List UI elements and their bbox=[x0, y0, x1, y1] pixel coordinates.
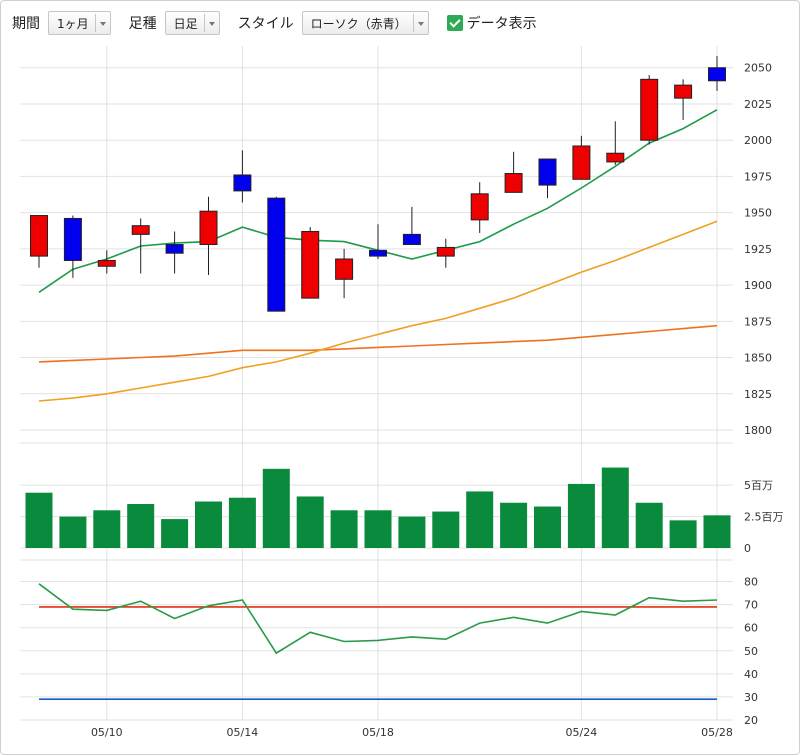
x-tick-label: 05/14 bbox=[227, 726, 259, 739]
price-y-tick-label: 1950 bbox=[744, 207, 772, 220]
candle-up bbox=[640, 78, 659, 141]
price-y-tick-label: 2000 bbox=[744, 134, 772, 147]
axis-labels: 1800 1825 1850 1875 1900 1925 1950 1975 2000 2025… bbox=[91, 62, 784, 739]
candle-down bbox=[165, 244, 184, 254]
volume-bar bbox=[296, 496, 324, 548]
ma-mid-line bbox=[38, 220, 718, 402]
volume-bar bbox=[635, 502, 663, 548]
volume-bar bbox=[534, 506, 561, 548]
candle-up bbox=[97, 259, 116, 267]
oscillator-y-tick-label: 40 bbox=[744, 668, 758, 681]
candle-up bbox=[436, 246, 455, 257]
volume-bar bbox=[330, 510, 358, 548]
volume-bar bbox=[432, 511, 460, 548]
price-y-tick-label: 1800 bbox=[744, 424, 772, 437]
candle-up bbox=[572, 145, 591, 180]
volume-bar bbox=[262, 468, 290, 548]
data-display-toggle[interactable]: データ表示 bbox=[446, 13, 537, 33]
foot-select[interactable]: 日足 bbox=[164, 11, 220, 35]
candle-down bbox=[708, 67, 726, 82]
volume-bar bbox=[161, 519, 189, 548]
price-y-tick-label: 1900 bbox=[744, 279, 772, 292]
volume-bar bbox=[703, 515, 731, 548]
chart-toolbar: 期間 1ヶ月 足種 日足 スタイル ローソク（赤青） データ表示 bbox=[12, 10, 537, 36]
oscillator-y-tick-label: 80 bbox=[744, 576, 758, 589]
price-panel bbox=[30, 56, 726, 402]
style-select[interactable]: ローソク（赤青） bbox=[301, 11, 429, 35]
volume-bar bbox=[93, 510, 121, 548]
volume-bar bbox=[228, 497, 256, 548]
candle-up bbox=[504, 173, 523, 193]
chevron-down-icon bbox=[203, 14, 219, 32]
oscillator-panel bbox=[38, 583, 718, 701]
style-select-value: ローソク（赤青） bbox=[310, 16, 407, 31]
volume-bar bbox=[601, 467, 629, 548]
volume-bar bbox=[500, 502, 528, 548]
period-select[interactable]: 1ヶ月 bbox=[48, 11, 111, 35]
candle-up bbox=[674, 84, 693, 99]
x-tick-label: 05/10 bbox=[91, 726, 123, 739]
period-label: 期間 bbox=[12, 16, 40, 32]
volume-bar bbox=[398, 516, 426, 548]
data-display-label: データ表示 bbox=[466, 16, 537, 32]
candle-down bbox=[402, 233, 421, 246]
candle-down bbox=[233, 174, 252, 192]
foot-select-value: 日足 bbox=[173, 16, 198, 31]
x-tick-label: 05/28 bbox=[701, 726, 733, 739]
period-select-value: 1ヶ月 bbox=[57, 16, 89, 31]
volume-y-tick-label: 2.5百万 bbox=[744, 511, 784, 524]
candle-up bbox=[606, 152, 625, 163]
price-y-tick-label: 1850 bbox=[744, 352, 772, 365]
volume-bar bbox=[195, 501, 222, 548]
price-y-tick-label: 1925 bbox=[744, 243, 772, 256]
candle-up bbox=[199, 210, 218, 246]
volume-y-tick-label: 0 bbox=[744, 542, 751, 555]
oscillator-y-tick-label: 60 bbox=[744, 622, 758, 635]
price-y-tick-label: 2050 bbox=[744, 62, 772, 75]
checkbox-checked-icon[interactable] bbox=[446, 15, 463, 31]
candle-up bbox=[301, 230, 320, 299]
volume-y-tick-label: 5百万 bbox=[744, 479, 773, 492]
price-y-tick-label: 1825 bbox=[744, 388, 772, 401]
chevron-down-icon bbox=[94, 14, 110, 32]
chevron-down-icon bbox=[412, 14, 428, 32]
foot-label: 足種 bbox=[128, 16, 157, 32]
candle-down bbox=[369, 249, 387, 257]
price-y-tick-label: 1875 bbox=[744, 315, 772, 328]
volume-bar bbox=[567, 483, 595, 548]
volume-panel bbox=[25, 467, 731, 548]
price-y-tick-label: 2025 bbox=[744, 98, 772, 111]
candle-down bbox=[538, 158, 557, 186]
volume-bar bbox=[466, 491, 494, 548]
style-label: スタイル bbox=[237, 16, 294, 32]
candle-up bbox=[335, 258, 354, 280]
volume-bar bbox=[364, 510, 392, 548]
volume-bar bbox=[669, 520, 697, 548]
oscillator-line bbox=[38, 583, 718, 655]
x-tick-label: 05/18 bbox=[362, 726, 394, 739]
candle-up bbox=[131, 225, 150, 235]
volume-bar bbox=[25, 492, 53, 548]
x-tick-label: 05/24 bbox=[566, 726, 598, 739]
oscillator-y-tick-label: 70 bbox=[744, 599, 758, 612]
candle-up bbox=[470, 193, 489, 221]
ma-long-line bbox=[38, 324, 718, 363]
oscillator-y-tick-label: 20 bbox=[744, 714, 758, 727]
price-y-tick-label: 1975 bbox=[744, 170, 772, 183]
oscillator-y-tick-label: 30 bbox=[744, 691, 758, 704]
candle-down bbox=[267, 197, 286, 312]
candle-up bbox=[30, 215, 48, 257]
volume-bar bbox=[127, 504, 155, 548]
oscillator-y-tick-label: 50 bbox=[744, 645, 758, 658]
chart-grid bbox=[20, 46, 733, 721]
volume-bar bbox=[59, 516, 87, 548]
candle-down bbox=[63, 217, 82, 261]
